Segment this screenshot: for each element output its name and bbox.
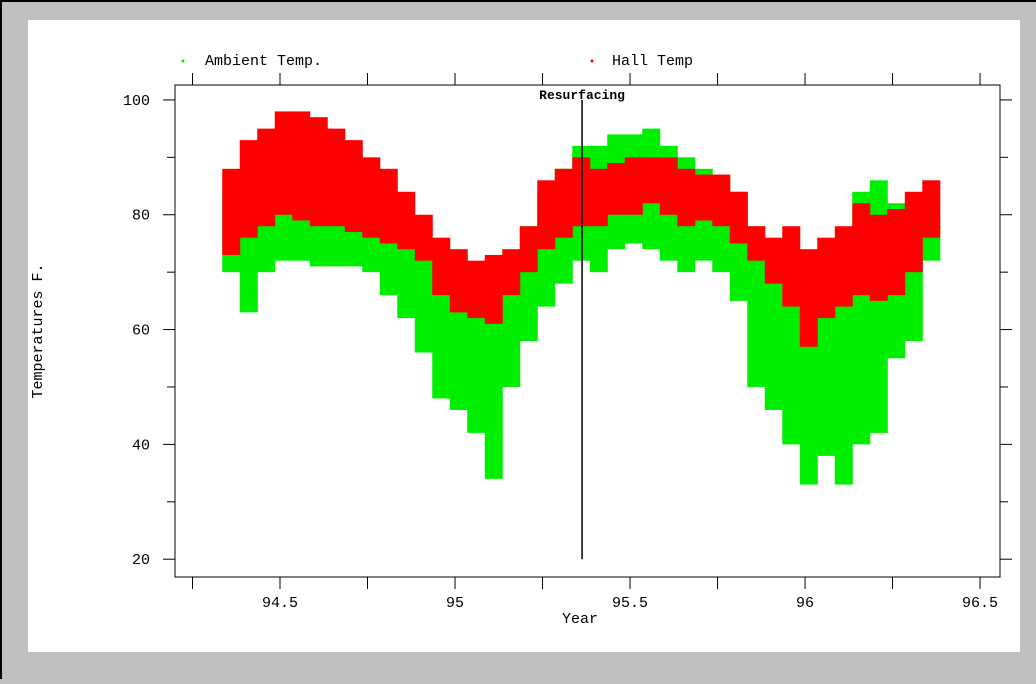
y-tick-label: 20 xyxy=(132,552,150,569)
x-tick-label: 96.5 xyxy=(962,595,998,612)
range-bar xyxy=(397,191,416,250)
y-tick-label: 40 xyxy=(132,437,150,454)
y-tick-label: 80 xyxy=(132,208,150,225)
range-bar xyxy=(607,163,626,215)
legend-marker xyxy=(181,59,185,63)
x-tick-label: 95 xyxy=(446,595,464,612)
range-bar xyxy=(292,111,311,221)
range-bar xyxy=(747,226,766,387)
annotation-label: Resurfacing xyxy=(539,88,625,103)
x-tick-label: 94.5 xyxy=(262,595,298,612)
range-bar xyxy=(467,283,486,433)
range-bar xyxy=(694,174,713,221)
range-bar xyxy=(222,168,241,255)
range-bar xyxy=(869,214,888,301)
range-bar xyxy=(817,237,836,319)
range-bar xyxy=(554,168,573,238)
range-bar xyxy=(659,157,678,215)
range-bar xyxy=(519,226,538,273)
range-bar xyxy=(782,226,801,307)
legend-label: Ambient Temp. xyxy=(205,53,322,70)
range-bar xyxy=(677,168,696,227)
range-bar xyxy=(309,117,328,227)
range-bar xyxy=(537,180,556,250)
range-bar xyxy=(887,209,906,296)
range-bar xyxy=(449,249,468,313)
x-axis-label: Year xyxy=(562,611,598,628)
range-bar xyxy=(904,191,923,273)
range-bar xyxy=(747,226,766,261)
y-tick-label: 100 xyxy=(123,93,150,110)
y-axis-label: Temperatures F. xyxy=(30,263,47,398)
range-bar xyxy=(432,237,451,296)
legend-label: Hall Temp xyxy=(612,53,693,70)
range-bar xyxy=(239,140,258,238)
range-bar xyxy=(922,180,941,238)
range-bar xyxy=(432,283,451,399)
range-bar xyxy=(624,157,643,215)
range-bar xyxy=(712,174,731,227)
range-bar xyxy=(327,128,346,227)
plot xyxy=(222,111,941,485)
range-bar xyxy=(502,249,521,296)
x-tick-label: 95.5 xyxy=(612,595,648,612)
range-bar xyxy=(589,168,608,227)
range-bar xyxy=(764,249,783,410)
range-bar xyxy=(414,243,433,353)
range-bar xyxy=(852,203,871,296)
y-tick-label: 60 xyxy=(132,323,150,340)
range-bar xyxy=(572,157,591,227)
legend-marker xyxy=(590,59,594,63)
range-bar xyxy=(834,226,853,307)
range-bar xyxy=(799,249,818,347)
range-bar xyxy=(379,168,398,244)
range-bar xyxy=(484,254,503,324)
range-bar xyxy=(729,191,748,244)
range-bar xyxy=(414,214,433,261)
range-bar xyxy=(764,237,783,284)
range-bar xyxy=(362,157,381,238)
range-bar xyxy=(344,140,363,232)
x-tick-label: 96 xyxy=(796,595,814,612)
range-bar xyxy=(257,128,276,227)
range-bar xyxy=(467,260,486,319)
range-bar xyxy=(274,111,293,215)
plot-border xyxy=(174,84,1001,578)
range-bar xyxy=(642,157,661,204)
range-bar xyxy=(834,249,853,485)
